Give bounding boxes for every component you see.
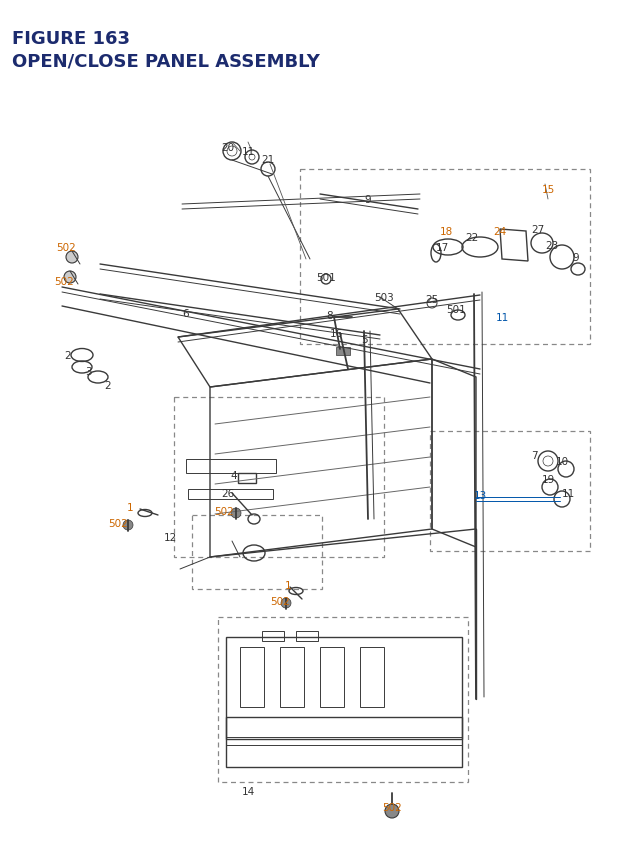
- Text: FIGURE 163: FIGURE 163: [12, 30, 130, 48]
- Text: 8: 8: [326, 311, 333, 320]
- Text: 502: 502: [56, 243, 76, 253]
- Circle shape: [66, 251, 78, 263]
- Circle shape: [231, 508, 241, 518]
- Text: 501: 501: [316, 273, 336, 282]
- Text: 24: 24: [493, 226, 507, 237]
- Text: 17: 17: [435, 243, 449, 253]
- Text: 4: 4: [230, 470, 237, 480]
- Text: 1: 1: [127, 503, 133, 512]
- Bar: [226, 637, 462, 767]
- Text: 23: 23: [545, 241, 559, 251]
- Text: 10: 10: [556, 456, 568, 467]
- Text: 3: 3: [84, 367, 92, 376]
- Text: 502: 502: [270, 597, 290, 606]
- Text: 12: 12: [163, 532, 177, 542]
- Circle shape: [281, 598, 291, 608]
- Bar: [240, 647, 264, 707]
- Text: OPEN/CLOSE PANEL ASSEMBLY: OPEN/CLOSE PANEL ASSEMBLY: [12, 52, 320, 70]
- Bar: [336, 348, 350, 356]
- Bar: [188, 489, 273, 499]
- Text: 5: 5: [361, 335, 367, 344]
- Bar: [186, 460, 276, 474]
- Bar: [300, 170, 590, 344]
- Text: 16: 16: [330, 329, 342, 338]
- Bar: [430, 431, 590, 551]
- Text: 19: 19: [541, 474, 555, 485]
- Text: 20: 20: [221, 143, 235, 152]
- Text: 15: 15: [541, 185, 555, 195]
- Text: 9: 9: [365, 195, 371, 205]
- Bar: [226, 717, 462, 739]
- Text: 502: 502: [108, 518, 128, 529]
- Bar: [192, 516, 322, 589]
- Text: 503: 503: [374, 293, 394, 303]
- Text: 502: 502: [214, 506, 234, 517]
- Bar: [262, 631, 284, 641]
- Text: 502: 502: [54, 276, 74, 287]
- Text: 11: 11: [495, 313, 509, 323]
- Bar: [226, 737, 462, 745]
- Text: 22: 22: [465, 232, 479, 243]
- Text: 11: 11: [561, 488, 575, 499]
- Text: 2: 2: [105, 381, 111, 391]
- Circle shape: [385, 804, 399, 818]
- Text: 2: 2: [65, 350, 71, 361]
- Bar: [280, 647, 304, 707]
- Text: 14: 14: [241, 786, 255, 796]
- Text: 26: 26: [221, 488, 235, 499]
- Text: 1: 1: [285, 580, 291, 591]
- Text: 25: 25: [426, 294, 438, 305]
- Text: 6: 6: [182, 308, 189, 319]
- Text: 21: 21: [261, 155, 275, 164]
- Bar: [320, 647, 344, 707]
- Text: 9: 9: [573, 253, 579, 263]
- Circle shape: [123, 520, 133, 530]
- Text: 11: 11: [241, 147, 255, 157]
- Text: 501: 501: [446, 305, 466, 314]
- Text: 27: 27: [531, 225, 545, 235]
- Text: 502: 502: [382, 802, 402, 812]
- Text: 13: 13: [474, 491, 486, 500]
- Bar: [296, 631, 318, 641]
- Bar: [218, 617, 468, 782]
- Bar: [360, 647, 384, 707]
- Text: 18: 18: [440, 226, 452, 237]
- Bar: [174, 398, 384, 557]
- Text: 7: 7: [531, 450, 538, 461]
- Circle shape: [64, 272, 76, 283]
- Bar: [238, 474, 256, 483]
